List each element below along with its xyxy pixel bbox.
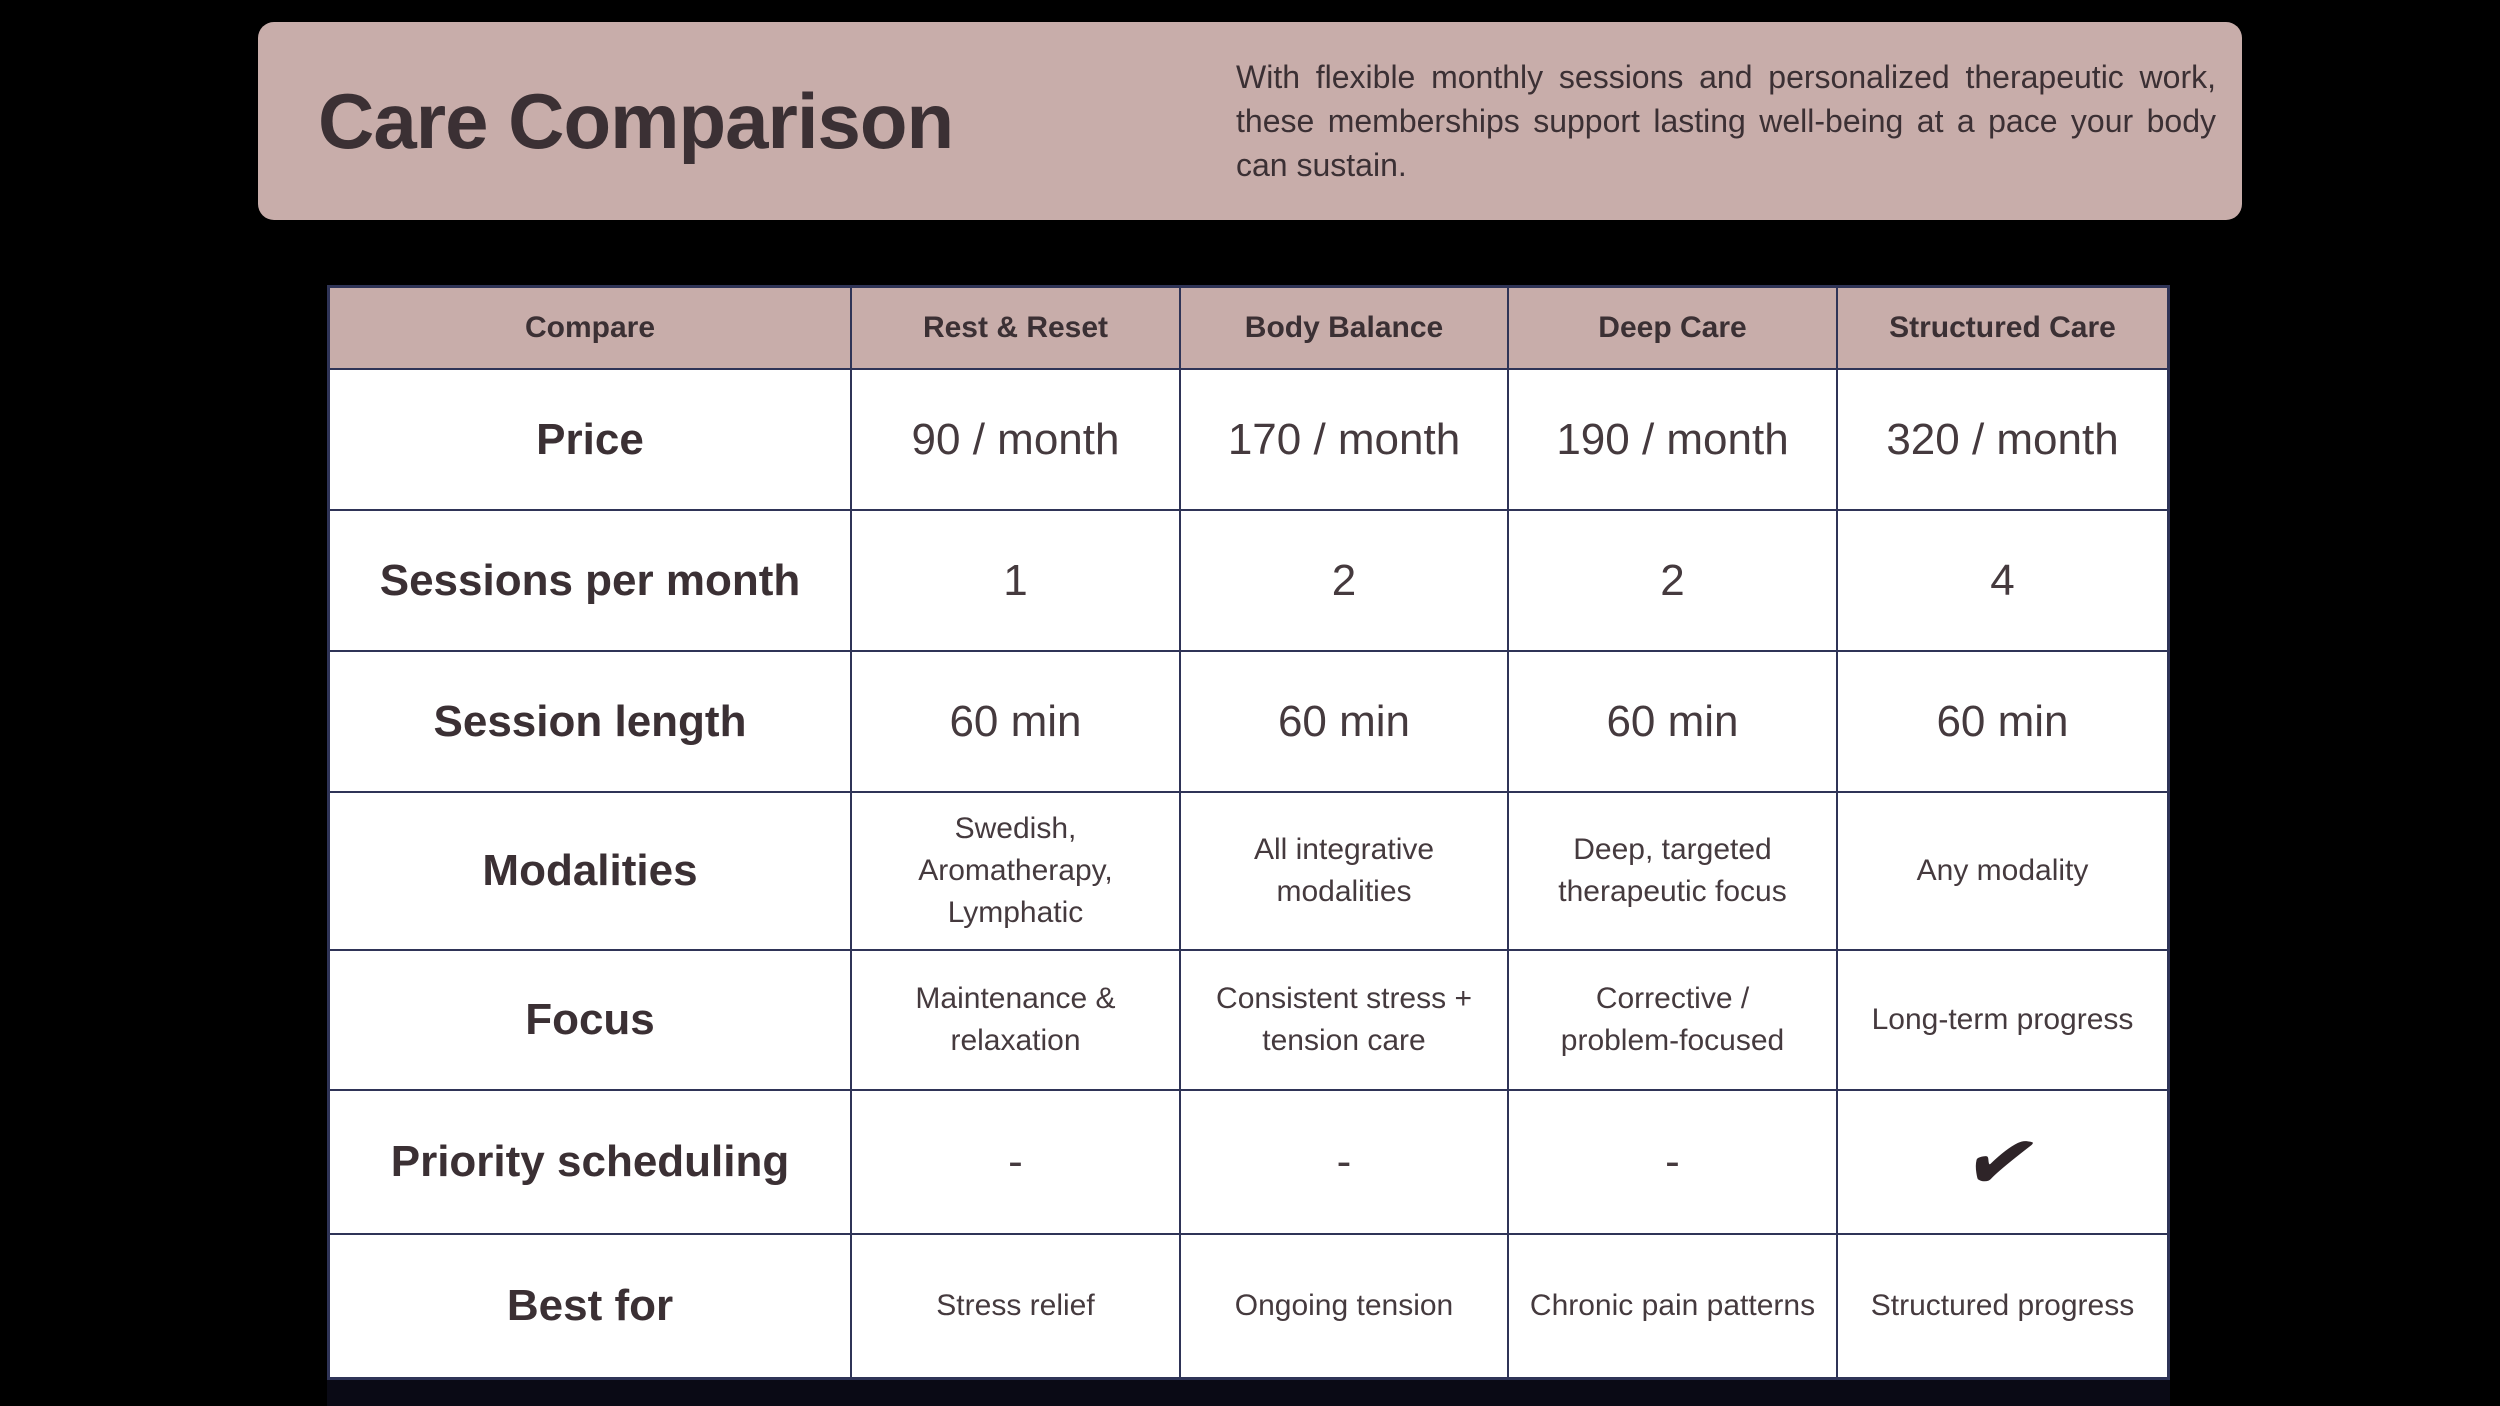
best-for-deep-care: Chronic pain patterns (1509, 1235, 1836, 1377)
length-structured-care: 60 min (1838, 652, 2167, 791)
price-deep-care: 190 / month (1509, 370, 1836, 509)
focus-structured-care: Long-term progress (1838, 951, 2167, 1089)
modalities-rest-reset-text: Swedish, Aromatherapy, Lymphatic (918, 812, 1113, 929)
priority-deep-care: - (1509, 1091, 1836, 1233)
length-rest-reset: 60 min (852, 652, 1179, 791)
sessions-body-balance: 2 (1181, 511, 1507, 650)
sessions-deep-care: 2 (1509, 511, 1836, 650)
modalities-rest-reset: Swedish, Aromatherapy, Lymphatic (852, 793, 1179, 949)
column-header-deep-care: Deep Care (1509, 288, 1836, 368)
row-label-focus: Focus (330, 951, 850, 1089)
priority-body-balance: - (1181, 1091, 1507, 1233)
best-for-rest-reset: Stress relief (852, 1235, 1179, 1377)
best-for-structured-care: Structured progress (1838, 1235, 2167, 1377)
column-header-body-balance: Body Balance (1181, 288, 1507, 368)
length-deep-care: 60 min (1509, 652, 1836, 791)
column-header-rest-reset: Rest & Reset (852, 288, 1179, 368)
price-rest-reset: 90 / month (852, 370, 1179, 509)
header-card: Care Comparison With flexible monthly se… (258, 22, 2242, 220)
modalities-deep-care-text: Deep, targeted therapeutic focus (1558, 833, 1787, 908)
header-description: With flexible monthly sessions and perso… (1236, 58, 2216, 184)
sessions-structured-care: 4 (1838, 511, 2167, 650)
focus-rest-reset: Maintenance & relaxation (852, 951, 1179, 1089)
focus-body-balance-text: Consistent stress + tension care (1216, 982, 1472, 1057)
row-label-session-length: Session length (330, 652, 850, 791)
row-label-priority-scheduling: Priority scheduling (330, 1091, 850, 1233)
row-label-modalities: Modalities (330, 793, 850, 949)
column-header-compare: Compare (330, 288, 850, 368)
modalities-body-balance: All integrative modalities (1181, 793, 1507, 949)
row-label-price: Price (330, 370, 850, 509)
page-title: Care Comparison (318, 76, 954, 165)
focus-body-balance: Consistent stress + tension care (1181, 951, 1507, 1089)
focus-deep-care: Corrective / problem-focused (1509, 951, 1836, 1089)
modalities-deep-care: Deep, targeted therapeutic focus (1509, 793, 1836, 949)
comparison-table: Compare Rest & Reset Body Balance Deep C… (327, 285, 2170, 1380)
priority-rest-reset: - (852, 1091, 1179, 1233)
priority-structured-care: ✔ (1838, 1091, 2167, 1233)
modalities-structured-care-text: Any modality (1916, 854, 2089, 887)
column-header-structured-care: Structured Care (1838, 288, 2167, 368)
length-body-balance: 60 min (1181, 652, 1507, 791)
row-label-best-for: Best for (330, 1235, 850, 1377)
focus-rest-reset-text: Maintenance & relaxation (915, 982, 1116, 1057)
price-body-balance: 170 / month (1181, 370, 1507, 509)
focus-structured-care-text: Long-term progress (1871, 1003, 2134, 1036)
focus-deep-care-text: Corrective / problem-focused (1560, 982, 1785, 1057)
modalities-structured-care: Any modality (1838, 793, 2167, 949)
sessions-rest-reset: 1 (852, 511, 1179, 650)
checkmark-icon: ✔ (1956, 1111, 2049, 1213)
price-structured-care: 320 / month (1838, 370, 2167, 509)
best-for-body-balance: Ongoing tension (1181, 1235, 1507, 1377)
row-label-sessions: Sessions per month (330, 511, 850, 650)
bottom-strip (327, 1380, 2170, 1406)
modalities-body-balance-text: All integrative modalities (1253, 833, 1435, 908)
